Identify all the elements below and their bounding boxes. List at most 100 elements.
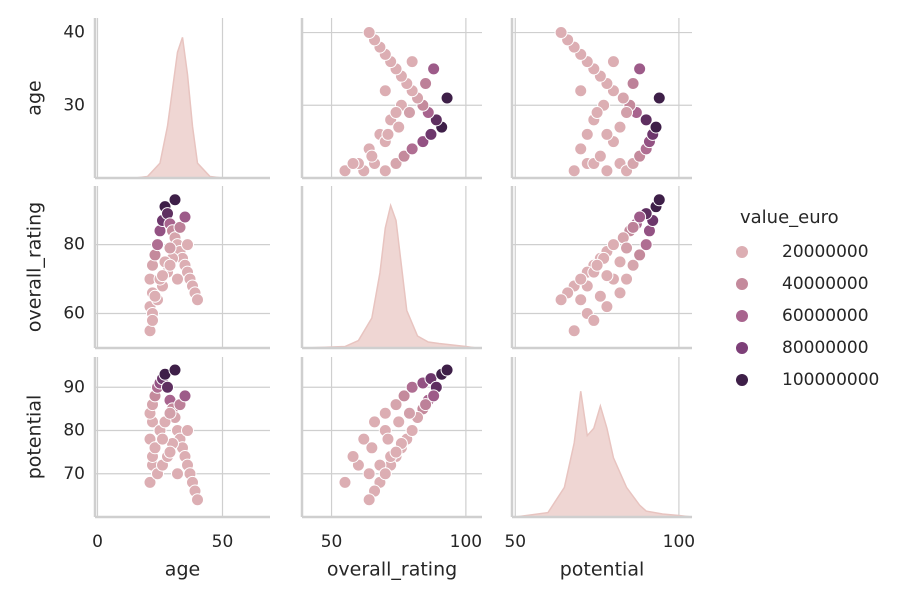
scatter-point	[389, 106, 403, 120]
scatter-point	[381, 127, 395, 141]
scatter-point	[378, 84, 392, 98]
panel	[93, 186, 270, 350]
scatter-point	[381, 432, 395, 446]
scatter-point	[405, 424, 419, 438]
scatter-point	[378, 406, 392, 420]
scatter-point	[587, 313, 601, 327]
scatter-point	[593, 149, 607, 163]
y-tick-label: 80	[63, 235, 85, 255]
scatter-point	[593, 289, 607, 303]
legend-label: 40000000	[782, 274, 869, 294]
scatter-point	[620, 241, 634, 255]
y-axis-label: potential	[24, 395, 46, 480]
scatter-point	[626, 258, 640, 272]
y-axis-label: age	[24, 80, 46, 115]
scatter-point	[620, 106, 634, 120]
x-tick-label: 100	[450, 532, 482, 552]
scatter-point	[613, 286, 627, 300]
scatter-point	[178, 210, 192, 224]
scatter-point	[146, 313, 159, 327]
panel	[510, 186, 692, 350]
x-axis-label: potential	[560, 559, 645, 581]
panel	[510, 357, 693, 519]
scatter-point	[600, 269, 614, 283]
scatter-point	[600, 300, 614, 314]
legend-marker	[736, 374, 748, 386]
scatter-point	[616, 91, 630, 105]
scatter-point	[613, 120, 627, 134]
y-tick-label: 40	[63, 23, 85, 43]
scatter-point	[424, 127, 438, 141]
scatter-point	[639, 238, 653, 252]
scatter-point	[168, 193, 182, 207]
panel	[300, 186, 482, 350]
scatter-point	[143, 475, 157, 489]
scatter-point	[590, 106, 604, 120]
scatter-point	[171, 272, 184, 286]
scatter-point	[590, 258, 604, 272]
scatter-point	[440, 363, 454, 377]
scatter-point	[429, 113, 443, 127]
scatter-point	[163, 258, 177, 272]
scatter-point	[574, 293, 588, 307]
x-tick-label: 0	[92, 532, 103, 552]
scatter-point	[181, 424, 194, 438]
scatter-point	[554, 26, 568, 40]
x-tick-label: 50	[321, 532, 343, 552]
scatter-point	[567, 324, 581, 338]
scatter-point	[626, 220, 640, 234]
scatter-point	[368, 415, 382, 429]
scatter-point	[163, 241, 177, 255]
y-axis-label: overall_rating	[24, 202, 46, 332]
scatter-point	[633, 248, 647, 262]
scatter-point	[151, 238, 164, 252]
x-tick-label: 50	[212, 532, 234, 552]
scatter-point	[156, 269, 169, 283]
legend-label: 60000000	[782, 306, 869, 326]
scatter-point	[338, 475, 352, 489]
scatter-point	[397, 389, 411, 403]
scatter-point	[600, 127, 614, 141]
scatter-point	[178, 389, 192, 403]
kde-area	[134, 37, 223, 179]
scatter-point	[402, 106, 416, 120]
kde-area	[304, 202, 477, 349]
scatter-point	[606, 55, 620, 69]
scatter-point	[652, 91, 666, 105]
scatter-point	[163, 406, 177, 420]
scatter-point	[191, 293, 204, 307]
scatter-point	[600, 164, 614, 178]
scatter-point	[416, 135, 430, 149]
scatter-point	[567, 164, 581, 178]
legend-title: value_euro	[740, 207, 839, 228]
legend-label: 80000000	[782, 338, 869, 358]
scatter-point	[639, 113, 653, 127]
scatter-point	[338, 164, 352, 178]
scatter-point	[613, 255, 627, 269]
scatter-point	[574, 272, 588, 286]
scatter-point	[365, 441, 379, 455]
legend-marker	[736, 310, 748, 322]
scatter-point	[427, 389, 441, 403]
scatter-point	[389, 398, 403, 412]
scatter-point	[148, 289, 162, 303]
scatter-point	[633, 62, 647, 76]
scatter-point	[554, 293, 568, 307]
legend-marker	[736, 246, 748, 258]
scatter-point	[181, 238, 194, 252]
scatter-point	[652, 193, 666, 207]
scatter-point	[392, 120, 406, 134]
scatter-point	[419, 398, 433, 412]
scatter-point	[405, 142, 419, 156]
scatter-point	[346, 449, 360, 463]
y-tick-label: 90	[63, 377, 85, 397]
scatter-point	[378, 164, 392, 178]
panel	[510, 18, 692, 180]
scatter-point	[580, 127, 594, 141]
scatter-point	[191, 493, 204, 507]
panel	[300, 18, 482, 180]
scatter-point	[173, 220, 187, 234]
scatter-point	[346, 156, 360, 170]
